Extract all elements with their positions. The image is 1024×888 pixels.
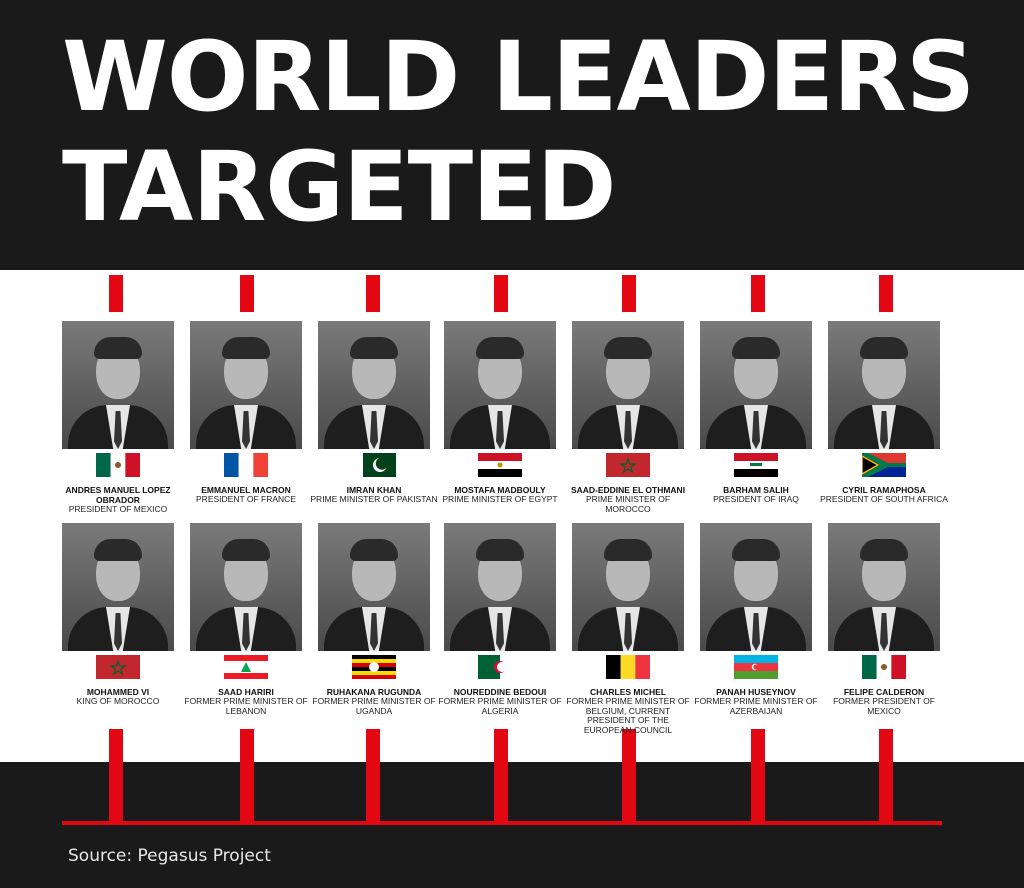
leader-name: FELIPE CALDERON [843,687,925,697]
leader-role: PRIME MINISTER OF PAKISTAN [310,494,438,504]
leaders-grid: ANDRES MANUEL LOPEZ OBRADOR PRESIDENT OF … [62,321,948,734]
algeria-flag [478,655,522,679]
leader-photo [700,523,812,651]
leader-photo [190,321,302,449]
leader-role: PRIME MINISTER OF EGYPT [442,494,558,504]
connector-bar-top [879,275,893,312]
connector-bar-top [622,275,636,312]
leader-photo [572,523,684,651]
leader-card: SAAD HARIRI FORMER PRIME MINISTER OF LEBA… [184,523,308,723]
connector-bar-top [109,275,123,312]
leader-name: SAAD HARIRI [218,687,274,697]
red-baseline [62,821,942,825]
leader-photo [700,321,812,449]
leader-role: KING OF MOROCCO [76,696,160,706]
leader-name: MOHAMMED VI [86,687,150,697]
connector-bar-bottom [109,729,123,823]
connector-bar-bottom [751,729,765,823]
leader-role: PRIME MINISTER OF MOROCCO [585,494,671,514]
leader-name: NOUREDDINE BEDOUI [453,687,547,697]
leader-photo [444,321,556,449]
leader-role: PRESIDENT OF SOUTH AFRICA [820,494,948,504]
leader-photo [828,321,940,449]
leader-name: PANAH HUSEYNOV [716,687,796,697]
lebanon-flag [224,655,268,679]
leader-role: PRESIDENT OF MEXICO [68,504,168,514]
morocco-flag [606,453,650,477]
leader-photo [828,523,940,651]
connector-bar-bottom [366,729,380,823]
leader-name: CHARLES MICHEL [589,687,667,697]
leader-role: FORMER PRIME MINISTER OF ALGERIA [438,696,562,716]
egypt-flag [478,453,522,477]
pakistan-flag [352,453,396,477]
azerbaijan-flag [734,655,778,679]
leader-photo [444,523,556,651]
title-line-2: TARGETED [62,131,616,243]
leader-name: CYRIL RAMAPHOSA [842,485,926,495]
leader-photo [190,523,302,651]
leader-card: RUHAKANA RUGUNDA FORMER PRIME MINISTER OF… [312,523,436,723]
connector-bar-top [751,275,765,312]
connector-bar-bottom [622,729,636,823]
south-africa-flag [862,453,906,477]
leader-name: BARHAM SALIH [723,485,789,495]
leader-photo [62,321,174,449]
leader-name: IMRAN KHAN [346,485,402,495]
leader-card: NOUREDDINE BEDOUI FORMER PRIME MINISTER O… [438,523,562,723]
leader-card: BARHAM SALIH PRESIDENT OF IRAQ [700,321,812,521]
leader-card: CHARLES MICHEL FORMER PRIME MINISTER OF B… [566,523,690,734]
leader-name: MOSTAFA MADBOULY [454,485,546,495]
leader-card: MOSTAFA MADBOULY PRIME MINISTER OF EGYPT [442,321,558,521]
leader-card: ANDRES MANUEL LOPEZ OBRADOR PRESIDENT OF … [62,321,174,521]
iraq-flag [734,453,778,477]
mexico-flag [862,655,906,679]
leader-name: ANDRES MANUEL LOPEZ OBRADOR [65,485,171,505]
connector-bar-bottom [240,729,254,823]
connector-bar-bottom [494,729,508,823]
leader-role: FORMER PRIME MINISTER OF UGANDA [312,696,436,716]
leader-photo [318,523,430,651]
leader-role: FORMER PRIME MINISTER OF BELGIUM, CURREN… [566,696,690,735]
leader-role: FORMER PRIME MINISTER OF AZERBAIJAN [694,696,818,716]
connector-bar-top [494,275,508,312]
leader-card: PANAH HUSEYNOV FORMER PRIME MINISTER OF A… [694,523,818,723]
leader-photo [318,321,430,449]
leader-role: FORMER PRESIDENT OF MEXICO [833,696,935,716]
morocco-flag [96,655,140,679]
title-line-1: WORLD LEADERS [62,21,975,133]
leader-card: FELIPE CALDERON FORMER PRESIDENT OF MEXIC… [828,523,940,723]
connector-bar-top [366,275,380,312]
leader-card: SAAD-EDDINE EL OTHMANI PRIME MINISTER OF … [571,321,685,521]
connector-bar-top [240,275,254,312]
leader-name: SAAD-EDDINE EL OTHMANI [570,485,686,495]
leader-photo [62,523,174,651]
leader-role: FORMER PRIME MINISTER OF LEBANON [184,696,308,716]
belgium-flag [606,655,650,679]
leader-photo [572,321,684,449]
leader-card: MOHAMMED VI KING OF MOROCCO [62,523,174,723]
leader-name: RUHAKANA RUGUNDA [326,687,422,697]
leader-card: EMMANUEL MACRON PRESIDENT OF FRANCE [190,321,302,521]
connector-bar-bottom [879,729,893,823]
source-credit: Source: Pegasus Project [68,846,271,866]
leader-role: PRESIDENT OF FRANCE [196,494,296,504]
leader-name: EMMANUEL MACRON [201,485,291,495]
france-flag [224,453,268,477]
header: WORLD LEADERS TARGETED [0,0,1024,270]
leader-role: PRESIDENT OF IRAQ [713,494,799,504]
uganda-flag [352,655,396,679]
page-title: WORLD LEADERS TARGETED [62,21,975,243]
leader-card: CYRIL RAMAPHOSA PRESIDENT OF SOUTH AFRICA [820,321,948,521]
leader-card: IMRAN KHAN PRIME MINISTER OF PAKISTAN [310,321,438,521]
mexico-flag [96,453,140,477]
